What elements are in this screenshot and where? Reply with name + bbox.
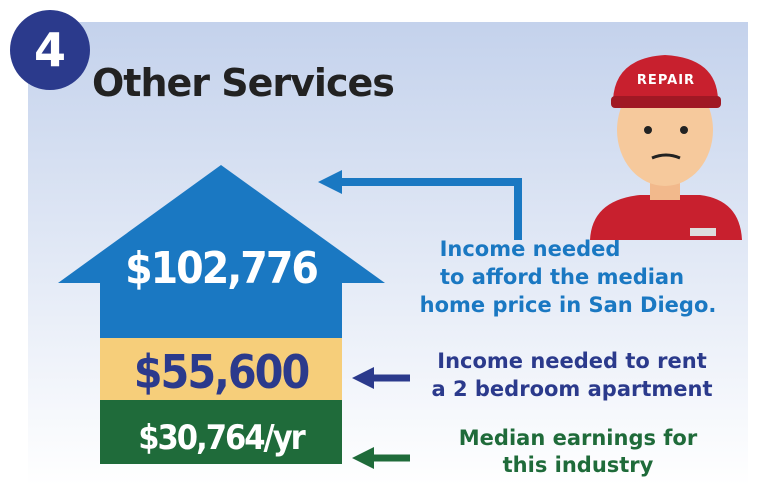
caption: this industry	[503, 453, 654, 477]
title: Other Services	[92, 61, 394, 105]
arrowhead	[352, 447, 374, 469]
arrowhead	[318, 170, 342, 194]
caption: Median earnings for	[459, 426, 698, 450]
caption: Income needed	[440, 237, 621, 261]
pointer-arrow	[338, 178, 522, 240]
amount: $55,600	[134, 345, 309, 399]
caption: to afford the median	[440, 265, 684, 289]
caption: home price in San Diego.	[420, 293, 717, 317]
badge-number: 4	[34, 23, 66, 77]
yellow-level	[100, 338, 342, 400]
repair-man-icon: REPAIR	[590, 55, 742, 240]
amount: $30,764/yr	[138, 418, 306, 458]
badge-circle	[10, 10, 90, 90]
arrow-level	[58, 165, 385, 338]
arrowhead	[352, 367, 374, 389]
green-level	[100, 400, 342, 464]
amount: $102,776	[125, 243, 317, 294]
caption: a 2 bedroom apartment	[432, 377, 713, 401]
cap-text: REPAIR	[637, 73, 695, 88]
caption: Income needed to rent	[437, 349, 707, 373]
